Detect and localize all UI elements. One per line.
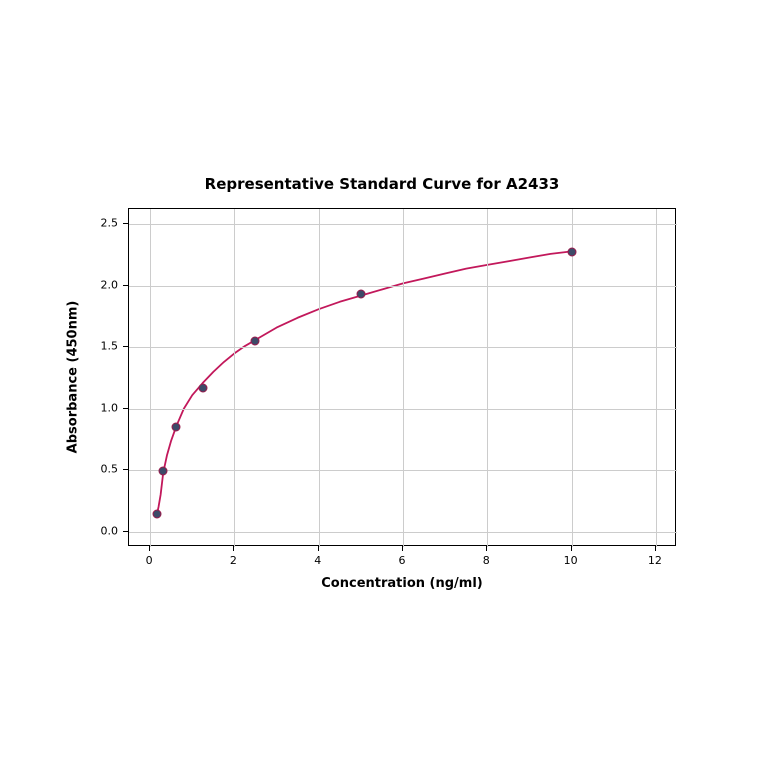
y-tick-mark [123,285,128,286]
data-point [152,510,161,519]
grid-line-horizontal [129,286,677,287]
x-tick-mark [655,546,656,551]
x-tick-label: 0 [146,554,153,567]
data-point [356,289,365,298]
chart-title: Representative Standard Curve for A2433 [0,175,764,193]
x-tick-mark [318,546,319,551]
x-tick-mark [571,546,572,551]
y-tick-label: 1.0 [101,401,119,414]
x-axis-label: Concentration (ng/ml) [321,576,482,591]
grid-line-horizontal [129,532,677,533]
grid-line-vertical [656,209,657,547]
grid-line-vertical [487,209,488,547]
y-tick-mark [123,469,128,470]
data-point [567,248,576,257]
grid-line-vertical [403,209,404,547]
grid-line-vertical [234,209,235,547]
x-tick-mark [486,546,487,551]
grid-line-horizontal [129,347,677,348]
y-tick-label: 2.5 [101,217,119,230]
y-tick-label: 2.0 [101,278,119,291]
x-tick-mark [233,546,234,551]
x-tick-mark [149,546,150,551]
x-tick-label: 10 [564,554,578,567]
data-point [251,336,260,345]
plot-area [128,208,676,546]
x-tick-label: 2 [230,554,237,567]
grid-line-vertical [150,209,151,547]
grid-line-horizontal [129,409,677,410]
y-tick-label: 0.5 [101,463,119,476]
y-tick-mark [123,223,128,224]
grid-line-vertical [319,209,320,547]
x-tick-mark [402,546,403,551]
x-tick-label: 8 [483,554,490,567]
grid-line-vertical [572,209,573,547]
y-tick-label: 1.5 [101,340,119,353]
y-tick-label: 0.0 [101,524,119,537]
data-point [198,384,207,393]
y-tick-mark [123,346,128,347]
chart-container: Representative Standard Curve for A2433 … [0,0,764,764]
data-point [172,423,181,432]
y-tick-mark [123,408,128,409]
grid-line-horizontal [129,470,677,471]
x-tick-label: 4 [314,554,321,567]
grid-line-horizontal [129,224,677,225]
x-tick-label: 6 [399,554,406,567]
data-point [159,467,168,476]
y-axis-label: Absorbance (450nm) [66,301,81,454]
x-tick-label: 12 [648,554,662,567]
y-tick-mark [123,531,128,532]
